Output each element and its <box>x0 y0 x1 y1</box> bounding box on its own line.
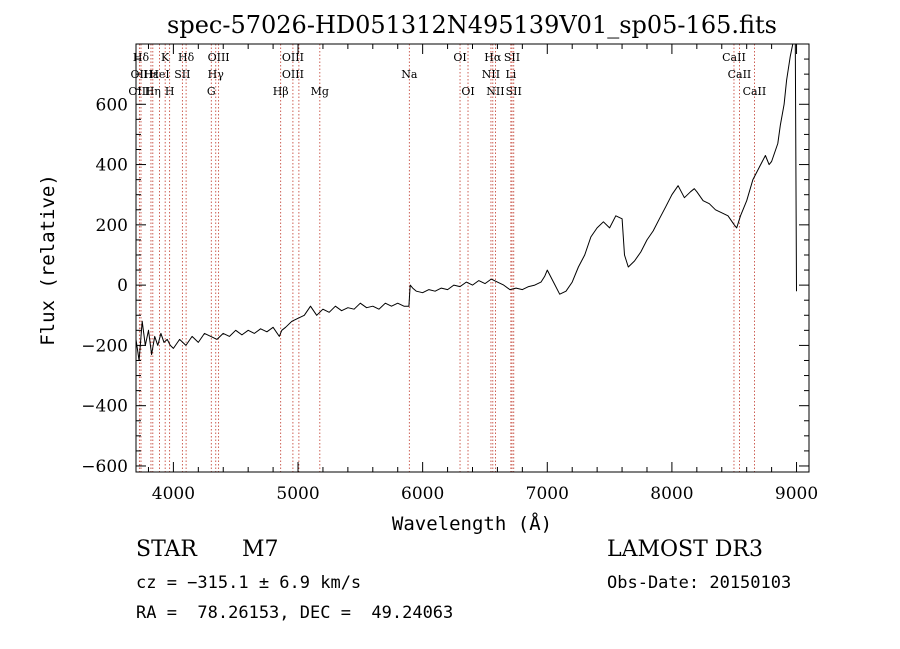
redshift-velocity: cz = −315.1 ± 6.9 km/s <box>136 573 362 593</box>
y-tick-label: −400 <box>81 397 128 417</box>
spectral-line-label: OIII <box>282 51 304 64</box>
spectral-line-label: SII <box>504 51 520 64</box>
spectral-line-label: H <box>165 85 175 98</box>
y-axis-label: Flux (relative) <box>37 174 59 346</box>
x-tick-label: 5000 <box>276 484 319 504</box>
y-tick-label: 600 <box>96 95 128 115</box>
x-tick-label: 6000 <box>401 484 444 504</box>
object-class: STAR <box>136 537 197 562</box>
spectral-line-label: Hα <box>484 51 502 64</box>
x-axis-label: Wavelength (Å) <box>392 512 552 535</box>
spectral-line-label: OIII <box>208 51 230 64</box>
spectral-line-label: CaII <box>743 85 767 98</box>
spectral-line-label: SII <box>506 85 522 98</box>
spectral-line-label: Hδ <box>178 51 195 64</box>
x-tick-label: 4000 <box>152 484 195 504</box>
spectral-line-label: Hβ <box>273 85 289 98</box>
spectral-line-label: Hη <box>145 85 161 98</box>
x-tick-label: 8000 <box>650 484 693 504</box>
spectral-line-label: OIII <box>282 68 304 81</box>
spectral-line-label: Hε <box>143 68 159 81</box>
y-tick-label: 400 <box>96 156 128 176</box>
spectral-line-label: NII <box>486 85 504 98</box>
chart-title: spec-57026-HD051312N495139V01_sp05-165.f… <box>167 11 777 39</box>
spectral-line-label: Hγ <box>208 68 225 81</box>
flux-series <box>135 43 797 361</box>
spectral-line-label: OIII <box>128 85 150 98</box>
y-tick-label: −200 <box>81 336 128 356</box>
observation-date: Obs-Date: 20150103 <box>607 573 792 593</box>
x-tick-label: 9000 <box>775 484 818 504</box>
survey-name: LAMOST DR3 <box>607 537 763 562</box>
spectral-line-label: Hδ <box>133 51 150 64</box>
spectral-line-label: SII <box>174 68 190 81</box>
ra-dec-coordinates: RA = 78.26153, DEC = 49.24063 <box>136 603 454 623</box>
flux-line <box>135 43 797 361</box>
spectral-line-label: OI <box>461 85 474 98</box>
spectral-line-label: NII <box>482 68 500 81</box>
object-subclass: M7 <box>242 537 279 562</box>
y-tick-label: −600 <box>81 457 128 477</box>
spectral-line-label: Na <box>401 68 418 81</box>
spectral-line-label: CaII <box>728 68 752 81</box>
spectral-line-label: G <box>207 85 216 98</box>
spectral-line-label: OI <box>453 51 466 64</box>
y-tick-label: 0 <box>117 276 128 296</box>
spectral-line-label: Li <box>505 68 516 81</box>
spectral-line-markers <box>138 44 755 472</box>
spectral-line-label: Mg <box>311 85 329 98</box>
spectral-line-label: HeI <box>149 68 169 81</box>
y-axis-ticks: −600 −400 −200 0 200 400 600 <box>81 43 809 477</box>
spectral-line-label: K <box>161 51 170 64</box>
y-tick-label: 200 <box>96 216 128 236</box>
x-tick-label: 7000 <box>526 484 569 504</box>
plot-frame <box>135 43 810 473</box>
spectral-line-label: CaII <box>722 51 746 64</box>
x-axis-ticks: 4000 5000 6000 7000 8000 9000 <box>147 44 818 504</box>
